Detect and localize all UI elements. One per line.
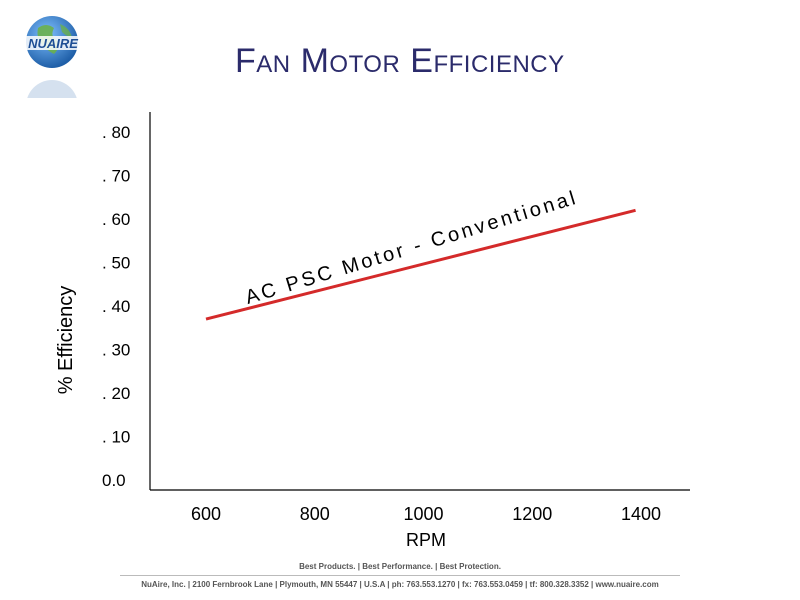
y-tick-label: . 10 (102, 428, 130, 447)
y-tick-labels: . 80 . 70 . 60 . 50 . 40 . 30 . 20 . 10 0.0 (102, 123, 130, 490)
y-axis-label: % Efficiency (55, 286, 77, 395)
footer-address: NuAire, Inc. | 2100 Fernbrook Lane | Ply… (141, 580, 659, 589)
y-tick-label: . 50 (102, 254, 130, 273)
annotation-layer: AC PSC Motor - Conventional (243, 187, 581, 309)
y-tick-label: . 80 (102, 123, 130, 142)
x-tick-label: 600 (191, 504, 221, 524)
y-tick-label: . 30 (102, 341, 130, 360)
footer-tagline: Best Products. | Best Performance. | Bes… (299, 562, 501, 571)
y-tick-label: . 40 (102, 297, 130, 316)
logo-text: NUAIRE (28, 36, 78, 51)
x-tick-labels: 600 800 1000 1200 1400 (191, 504, 661, 524)
series-annotation: AC PSC Motor - Conventional (243, 187, 581, 309)
x-tick-label: 800 (300, 504, 330, 524)
series-line (205, 208, 636, 321)
y-tick-label: . 60 (102, 210, 130, 229)
x-tick-label: 1200 (512, 504, 552, 524)
x-tick-label: 1400 (621, 504, 661, 524)
efficiency-chart: . 80 . 70 . 60 . 50 . 40 . 30 . 20 . 10 0.0 600 8… (55, 112, 690, 550)
footer-divider (120, 575, 680, 576)
x-axis-label: RPM (406, 530, 446, 550)
nuaire-logo: NUAIRE (18, 16, 88, 110)
y-tick-label: . 70 (102, 167, 130, 186)
series-layer (205, 208, 636, 321)
page-title: FAN MOTOR EFFICIENCY (235, 42, 565, 80)
x-tick-label: 1000 (403, 504, 443, 524)
y-tick-label: . 20 (102, 384, 130, 403)
y-tick-label: 0.0 (102, 471, 126, 490)
